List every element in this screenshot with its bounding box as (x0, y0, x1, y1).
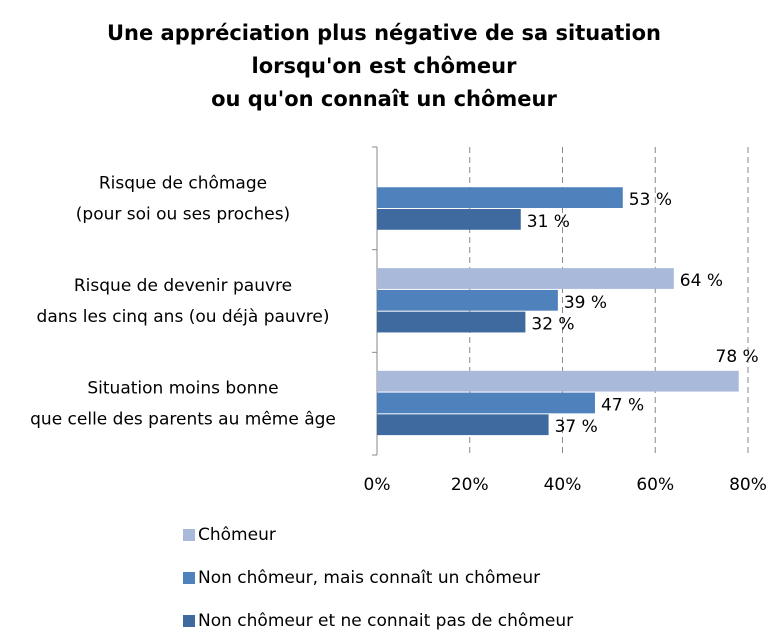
data-label: 39 % (564, 293, 607, 313)
y-tick-label: Situation moins bonne (87, 379, 278, 399)
chart-title: Une appréciation plus négative de sa sit… (107, 21, 661, 45)
chart-title: lorsqu'on est chômeur (252, 54, 518, 78)
chart-title: ou qu'on connaît un chômeur (211, 87, 557, 111)
legend-label: Chômeur (198, 525, 276, 545)
bar (377, 311, 526, 333)
data-label: 47 % (601, 395, 644, 415)
legend-swatch (183, 529, 195, 541)
data-label: 31 % (527, 212, 570, 232)
y-tick-label: Risque de chômage (99, 173, 267, 193)
legend-swatch (183, 615, 195, 627)
data-label: 78 % (716, 347, 759, 367)
x-tick-label: 40% (544, 475, 582, 495)
bar (377, 289, 558, 311)
bar (377, 414, 549, 436)
bar (377, 187, 623, 209)
data-label: 64 % (680, 271, 723, 291)
x-tick-label: 80% (729, 475, 767, 495)
x-tick-label: 60% (636, 475, 674, 495)
bar (377, 370, 739, 392)
data-label: 53 % (629, 190, 672, 210)
data-label: 37 % (555, 417, 598, 437)
bar (377, 268, 674, 289)
data-label: 32 % (531, 315, 574, 335)
x-tick-label: 20% (451, 475, 489, 495)
x-tick-label: 0% (364, 475, 391, 495)
bar (377, 209, 521, 230)
y-tick-label: que celle des parents au même âge (30, 410, 336, 430)
legend-label: Non chômeur, mais connaît un chômeur (198, 568, 540, 588)
y-tick-label: dans les cinq ans (ou déjà pauvre) (37, 307, 330, 327)
legend-label: Non chômeur et ne connait pas de chômeur (198, 611, 573, 631)
bar (377, 392, 595, 414)
legend-swatch (183, 572, 195, 584)
y-tick-label: (pour soi ou ses proches) (76, 204, 290, 224)
y-tick-label: Risque de devenir pauvre (74, 276, 292, 296)
